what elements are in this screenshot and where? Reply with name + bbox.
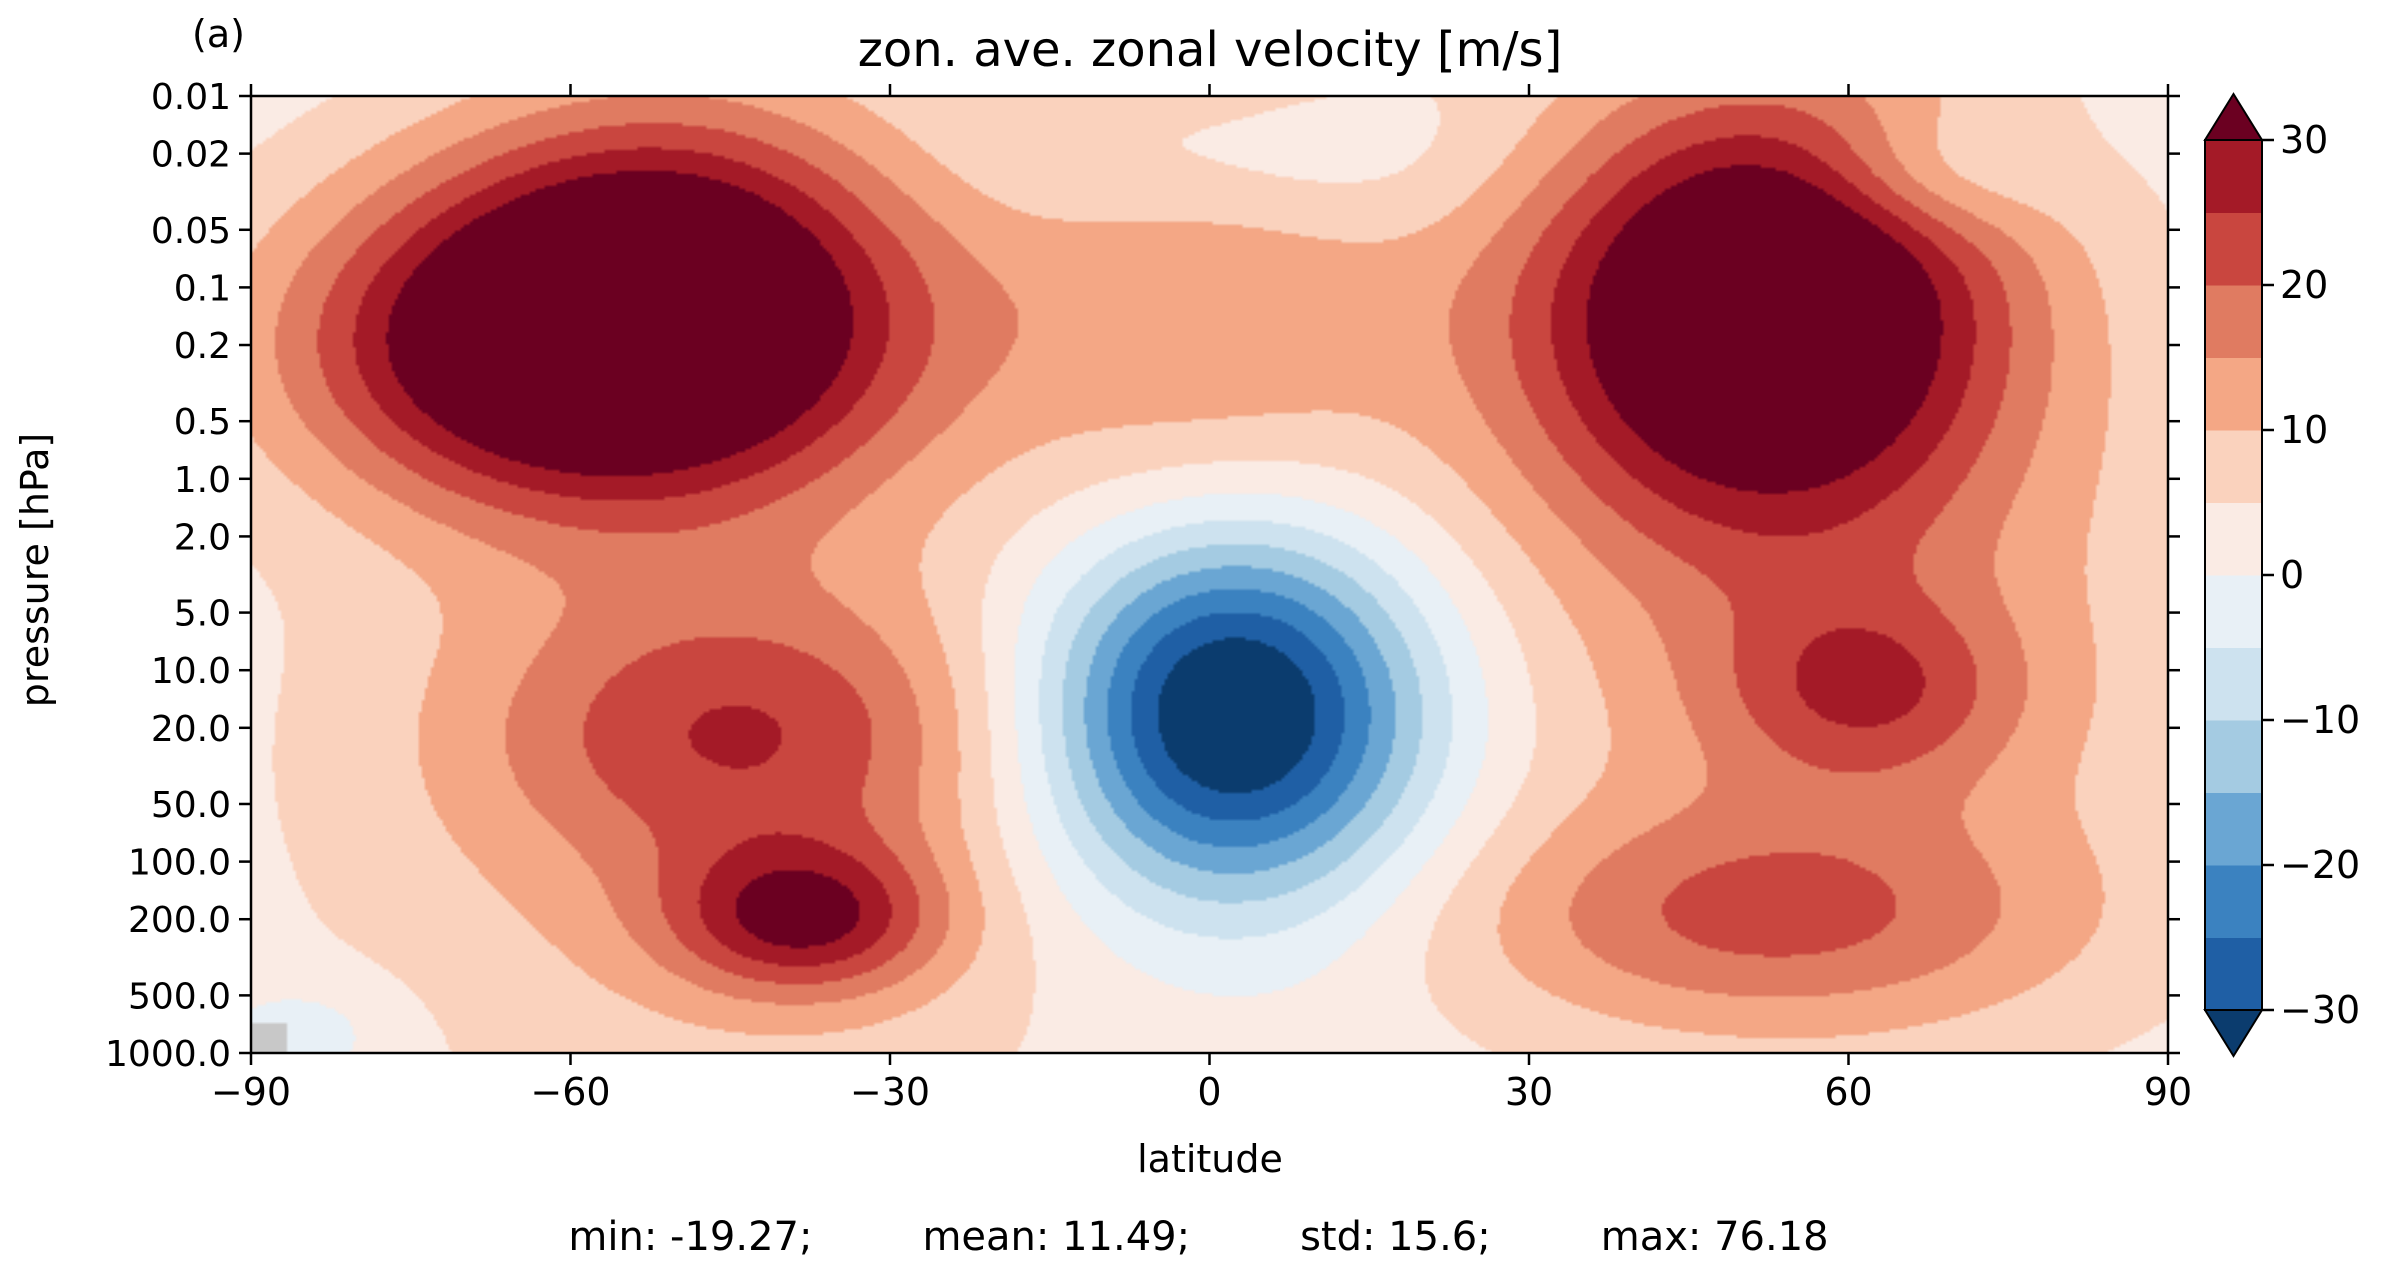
x-tick-label: 30 (1505, 1070, 1553, 1114)
panel-label: (a) (192, 12, 245, 56)
colorbar-bin (2205, 430, 2262, 503)
contour-canvas (251, 96, 2168, 1053)
colorbar-bin (2205, 357, 2262, 431)
colorbar-tick-label: 10 (2280, 408, 2328, 452)
chart-title: zon. ave. zonal velocity [m/s] (858, 22, 1563, 78)
x-tick-label: 0 (1197, 1070, 1221, 1114)
colorbar-bin (2205, 212, 2262, 286)
y-tick-label: 200.0 (128, 900, 231, 941)
x-tick-label: −90 (211, 1070, 291, 1114)
colorbar-tick-label: 20 (2280, 263, 2328, 307)
colorbar-tick-label: −30 (2280, 988, 2360, 1032)
stat-mean: mean: 11.49; (922, 1214, 1191, 1260)
colorbar-bin (2205, 792, 2262, 866)
colorbar-bin (2205, 865, 2262, 938)
y-tick-label: 0.02 (151, 135, 231, 176)
y-tick-label: 0.05 (151, 211, 231, 252)
colorbar-tick-label: −10 (2280, 698, 2360, 742)
colorbar-extend-min (2203, 1009, 2264, 1058)
colorbar-bin (2205, 720, 2262, 793)
summary-stats: min: -19.27; mean: 11.49; std: 15.6; max… (0, 1214, 2397, 1274)
colorbar-tick-label: −20 (2280, 843, 2360, 887)
colorbar: −30 −20 −10 0 10 20 30 (2203, 92, 2360, 1058)
stat-std: std: 15.6; (1300, 1214, 1491, 1260)
x-tick-label: 60 (1824, 1070, 1872, 1114)
stat-max: max: 76.18 (1600, 1214, 1829, 1260)
y-tick-label: 1000.0 (105, 1034, 231, 1075)
y-tick-label: 2.0 (174, 517, 231, 558)
colorbar-bin (2205, 140, 2262, 213)
axes: −90 −60 −30 0 30 60 90 0.01 0.02 0.05 0.1 0.2 0.5 1.0… (105, 77, 2192, 1114)
colorbar-tick-label: 0 (2280, 553, 2304, 597)
x-tick-label: −30 (850, 1070, 930, 1114)
y-tick-label: 100.0 (128, 843, 231, 884)
colorbar-bin (2205, 502, 2262, 576)
y-tick-label: 500.0 (128, 976, 231, 1017)
y-tick-label: 20.0 (151, 709, 231, 750)
x-tick-label: 90 (2144, 1070, 2192, 1114)
y-tick-label: 5.0 (174, 594, 231, 635)
contour-field (251, 96, 2168, 1053)
colorbar-bin (2205, 285, 2262, 358)
y-tick-label: 0.01 (151, 77, 231, 118)
y-tick-label: 0.5 (174, 402, 231, 443)
y-tick-label: 10.0 (151, 651, 231, 692)
colorbar-bin (2205, 647, 2262, 721)
stat-min: min: -19.27; (568, 1214, 813, 1260)
x-axis-label: latitude (1137, 1137, 1283, 1181)
x-tick-label: −60 (530, 1070, 610, 1114)
colorbar-extend-max (2203, 92, 2264, 141)
y-tick-label: 0.1 (174, 268, 231, 309)
y-tick-label: 50.0 (151, 785, 231, 826)
colorbar-bin (2205, 937, 2262, 1011)
colorbar-tick-label: 30 (2280, 118, 2328, 162)
y-tick-label: 1.0 (174, 460, 231, 501)
y-axis-label: pressure [hPa] (13, 433, 57, 707)
colorbar-bin (2205, 575, 2262, 648)
y-tick-label: 0.2 (174, 326, 231, 367)
